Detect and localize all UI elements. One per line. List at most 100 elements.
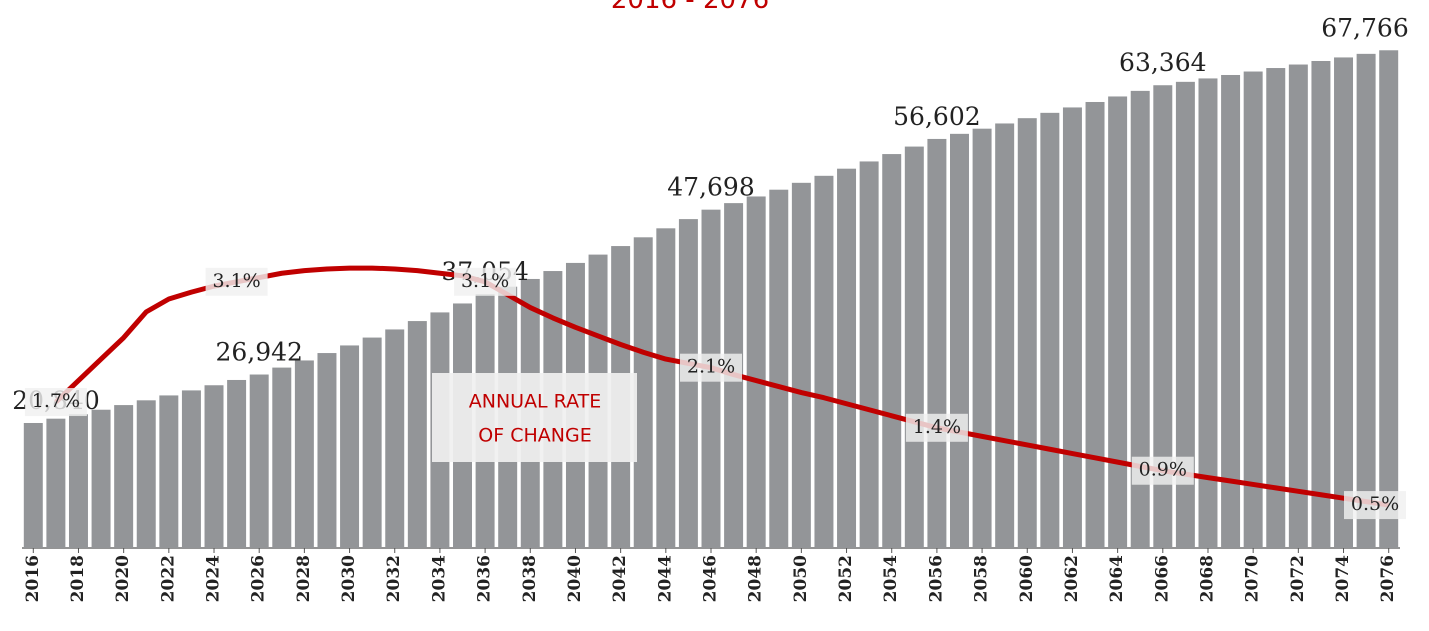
bar — [1062, 107, 1082, 548]
bar — [1153, 85, 1173, 548]
bar — [136, 400, 156, 548]
x-tick-label: 2030 — [339, 555, 359, 602]
bar — [294, 360, 314, 548]
bar — [1334, 57, 1354, 548]
bar — [678, 219, 698, 549]
bar — [272, 367, 292, 548]
bar — [859, 161, 879, 549]
x-tick-label: 2026 — [249, 555, 269, 602]
bar — [317, 353, 337, 548]
x-tick-label: 2076 — [1378, 555, 1398, 602]
rate-value-label: 3.1% — [212, 270, 260, 292]
bar-value-label: 26,942 — [215, 338, 302, 367]
bar — [1130, 90, 1150, 548]
x-tick-label: 2066 — [1152, 555, 1172, 602]
x-tick-label: 2068 — [1197, 555, 1217, 602]
bar — [1311, 60, 1331, 549]
rate-label-box — [680, 353, 742, 382]
x-tick-label: 2056 — [926, 555, 946, 602]
bar — [23, 422, 43, 548]
x-tick-label: 2024 — [204, 555, 224, 602]
rate-value-label: 1.4% — [913, 416, 961, 438]
bar — [1085, 101, 1105, 549]
annotation-box — [432, 373, 637, 462]
x-tick-label: 2018 — [68, 555, 88, 602]
x-tick-label: 2034 — [429, 555, 449, 602]
bar — [1379, 50, 1399, 548]
x-tick-label: 2046 — [701, 555, 721, 602]
bar — [362, 337, 382, 548]
bar — [68, 414, 88, 548]
x-tick-label: 2058 — [972, 555, 992, 602]
x-tick-label: 2016 — [23, 555, 43, 602]
bar — [1017, 118, 1037, 548]
bar — [407, 321, 427, 548]
bar — [340, 345, 360, 548]
rate-label-box — [24, 388, 87, 417]
x-tick-label: 2040 — [565, 555, 585, 602]
rate-value-label: 2.1% — [687, 356, 735, 378]
rate-label-box — [1344, 491, 1406, 520]
bar — [1288, 64, 1308, 549]
annotation: ANNUAL RATE — [469, 391, 602, 413]
x-tick-label: 2074 — [1333, 555, 1353, 602]
x-tick-label: 2038 — [520, 555, 540, 602]
rate-label-box — [205, 267, 268, 296]
bar — [114, 405, 134, 548]
bar — [882, 154, 902, 549]
rate-value-label: 0.9% — [1139, 459, 1187, 481]
bar — [1175, 81, 1195, 548]
bar — [1221, 74, 1241, 548]
x-tick-label: 2022 — [158, 555, 178, 602]
x-tick-label: 2052 — [836, 555, 856, 602]
bar — [1198, 78, 1218, 548]
bar — [46, 418, 66, 548]
bar — [837, 168, 857, 548]
rate-label-box — [905, 413, 968, 442]
bar — [927, 138, 947, 549]
bar — [633, 237, 653, 548]
x-tick-label: 2054 — [881, 555, 901, 602]
rate-value-label: 3.1% — [461, 270, 509, 292]
x-tick-label: 2020 — [113, 555, 133, 602]
x-tick-label: 2062 — [1062, 555, 1082, 602]
bar-value-label: 56,602 — [893, 102, 980, 131]
bar — [972, 128, 992, 548]
bar-value-label: 63,364 — [1119, 48, 1206, 77]
bar — [904, 146, 924, 548]
x-tick-label: 2064 — [1107, 555, 1127, 602]
x-tick-label: 2072 — [1288, 555, 1308, 602]
bar — [249, 374, 269, 548]
bar — [950, 133, 969, 548]
bar — [159, 395, 179, 548]
bar — [1356, 53, 1376, 549]
bar — [656, 228, 676, 548]
bar-value-label: 47,698 — [667, 173, 754, 202]
rate-label-box — [454, 267, 517, 296]
annotation: OF CHANGE — [478, 425, 591, 447]
bar — [791, 182, 811, 548]
bar — [1243, 71, 1263, 548]
bar-value-label: 67,766 — [1321, 13, 1408, 42]
bar — [1266, 68, 1286, 549]
bar — [1040, 112, 1060, 548]
x-tick-label: 2028 — [294, 555, 314, 602]
bar — [1108, 96, 1128, 548]
x-tick-label: 2048 — [746, 555, 766, 602]
bar — [385, 329, 405, 548]
rate-label-box — [1131, 456, 1194, 485]
bar — [227, 379, 247, 548]
x-tick-label: 2036 — [475, 555, 495, 602]
bar — [204, 385, 224, 548]
x-tick-label: 2050 — [791, 555, 811, 602]
x-tick-label: 2044 — [655, 555, 675, 602]
chart-subtitle: 2016 - 2076 — [611, 0, 769, 15]
bar — [769, 189, 789, 549]
x-tick-label: 2042 — [610, 555, 630, 602]
x-tick-label: 2070 — [1243, 555, 1263, 602]
bar — [91, 409, 111, 548]
x-tick-label: 2060 — [1017, 555, 1037, 602]
x-tick-label: 2032 — [384, 555, 404, 602]
bar — [181, 390, 201, 548]
